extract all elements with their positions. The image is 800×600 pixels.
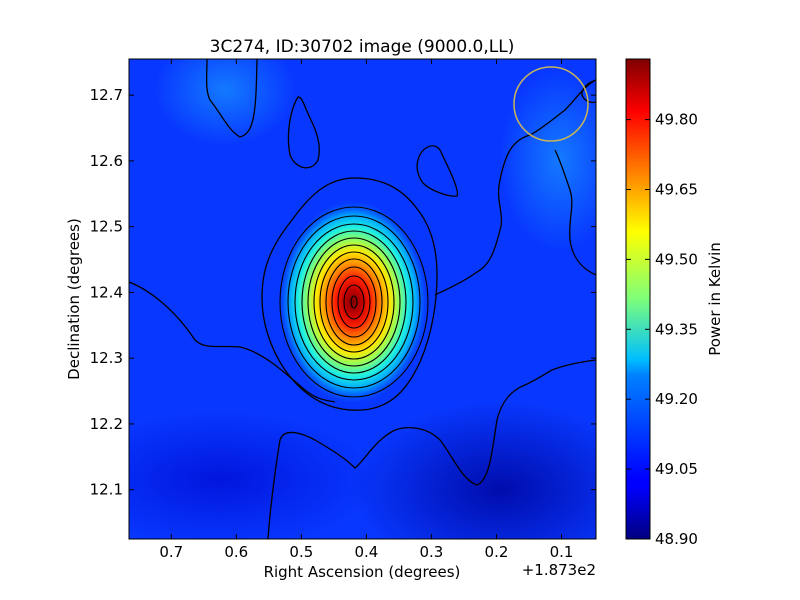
- source-contour: [307, 237, 401, 367]
- contour-right-edge: [554, 149, 596, 276]
- y-axis-label: Declination (degrees): [65, 218, 83, 380]
- x-tick-label: 0.5: [289, 543, 313, 561]
- colorbar-ticks: 48.90 49.05 49.20 49.35 49.50 49.65 49.80: [626, 111, 698, 548]
- x-tick-label: 0.1: [550, 543, 574, 561]
- y-tick-label: 12.4: [90, 283, 123, 301]
- colorbar-tick-label: 49.35: [655, 320, 698, 338]
- contour-source-envelope: [261, 177, 438, 411]
- source-emission: [263, 192, 443, 412]
- field-dark-region-lower-right: [350, 400, 596, 539]
- contour-lines: [129, 59, 596, 539]
- source-contour: [337, 275, 371, 329]
- source-contour: [287, 215, 421, 389]
- colorbar-tick-label: 49.50: [655, 250, 698, 268]
- source-contour: [279, 206, 429, 398]
- x-tick-label: 0.6: [224, 543, 248, 561]
- x-tick-label: 0.2: [485, 543, 509, 561]
- contour-top-right-hook: [581, 79, 596, 104]
- y-tick-label: 12.3: [90, 349, 123, 367]
- y-axis: 12.1 12.2 12.3 12.4 12.5 12.6 12.7: [90, 86, 596, 499]
- contour-right-band: [434, 79, 596, 296]
- x-axis-offset-label: +1.873e2: [522, 561, 596, 579]
- beam-circle: [513, 66, 589, 142]
- contour-lower-band: [267, 359, 596, 539]
- heatmap-image: [129, 59, 596, 539]
- y-tick-label: 12.2: [90, 415, 123, 433]
- source-contour: [331, 266, 377, 338]
- colorbar-tick-label: 49.20: [655, 390, 698, 408]
- source-contour: [319, 251, 389, 353]
- x-tick-label: 0.7: [159, 543, 183, 561]
- x-axis-label: Right Ascension (degrees): [264, 563, 461, 581]
- colorbar-tick-label: 49.65: [655, 180, 698, 198]
- y-tick-label: 12.6: [90, 152, 123, 170]
- y-tick-label: 12.1: [90, 481, 123, 499]
- source-contour: [325, 258, 383, 346]
- colorbar-tick-label: 49.80: [655, 111, 698, 129]
- field-dark-region-lower-left: [129, 410, 380, 539]
- contour-small-island-a: [287, 96, 320, 169]
- colorbar: [625, 58, 651, 540]
- x-tick-label: 0.4: [354, 543, 378, 561]
- peak-contour: [350, 295, 358, 309]
- contour-left-band: [129, 281, 336, 403]
- field-bright-region-upper: [155, 59, 295, 145]
- y-tick-label: 12.5: [90, 218, 123, 236]
- source-contours: [279, 206, 429, 398]
- x-axis: 0.7 0.6 0.5 0.4 0.3 0.2 0.1: [159, 59, 573, 561]
- colorbar-label: Power in Kelvin: [706, 242, 724, 356]
- source-contour: [343, 284, 365, 320]
- chart-title: 3C274, ID:30702 image (9000.0,LL): [210, 37, 515, 57]
- plot-frame: [128, 58, 597, 540]
- y-tick-label: 12.7: [90, 86, 123, 104]
- source-contour: [301, 230, 407, 374]
- colorbar-tick-label: 49.05: [655, 460, 698, 478]
- colorbar-tick-label: 48.90: [655, 530, 698, 548]
- contour-left-upper: [205, 59, 258, 138]
- x-tick-label: 0.3: [420, 543, 444, 561]
- contour-small-island-b: [416, 145, 459, 197]
- source-contour: [294, 223, 414, 381]
- source-contour: [313, 244, 395, 360]
